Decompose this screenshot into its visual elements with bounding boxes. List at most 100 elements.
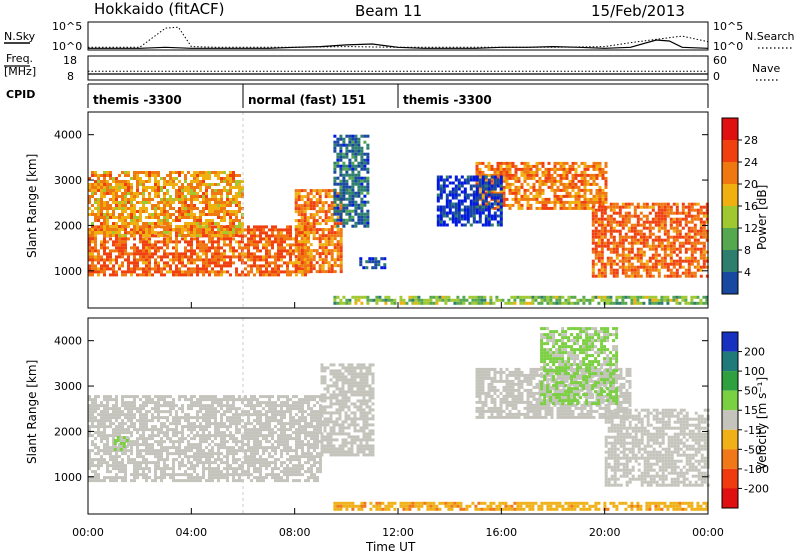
power-cell: [300, 231, 304, 235]
power-cell: [292, 249, 295, 253]
power-cell: [687, 220, 691, 224]
power-cell: [654, 223, 658, 227]
power-cell: [493, 184, 497, 188]
power-cell: [580, 161, 584, 165]
power-cell: [151, 198, 154, 201]
power-cell: [574, 191, 578, 195]
velocity-cell: [145, 410, 148, 414]
velocity-cell: [181, 407, 184, 411]
power-cell: [100, 246, 103, 250]
velocity-cell: [112, 449, 115, 453]
power-cell: [124, 249, 127, 253]
velocity-cell: [181, 464, 184, 468]
power-cell: [457, 193, 461, 197]
power-cell: [187, 240, 190, 244]
power-cell: [318, 252, 322, 256]
power-cell: [699, 247, 703, 251]
velocity-cell: [88, 455, 91, 459]
power-cell: [217, 249, 220, 253]
power-cell: [633, 268, 637, 272]
velocity-cell: [142, 473, 145, 477]
velocity-cell: [211, 422, 214, 426]
power-cell: [133, 264, 136, 268]
power-cell: [630, 241, 634, 245]
velocity-cell: [154, 476, 157, 480]
power-cell: [363, 203, 367, 207]
power-cell: [654, 256, 658, 260]
power-cell: [657, 259, 661, 263]
velocity-cell: [205, 413, 208, 417]
power-cell: [94, 270, 97, 274]
power-cell: [217, 198, 220, 201]
power-cell: [490, 187, 494, 191]
velocity-cell: [133, 470, 136, 474]
power-cell: [145, 264, 148, 268]
velocity-cell: [106, 407, 109, 411]
power-cell: [124, 183, 127, 186]
power-cell: [91, 258, 94, 262]
velocity-cell: [115, 407, 118, 411]
power-cell: [106, 213, 109, 216]
power-cell: [633, 238, 637, 242]
power-cell: [166, 228, 169, 231]
power-cell: [621, 226, 625, 230]
power-cell: [115, 192, 118, 195]
velocity-cell: [154, 425, 157, 429]
power-cell: [94, 258, 97, 262]
power-cell: [577, 200, 581, 204]
power-cell: [130, 207, 133, 210]
power-cell: [283, 228, 286, 232]
velocity-cell: [187, 398, 190, 402]
power-cell: [660, 256, 664, 260]
power-cell: [217, 237, 220, 241]
power-cell: [339, 182, 343, 186]
velocity-cell: [106, 449, 109, 453]
velocity-cell: [163, 425, 166, 429]
power-cell: [624, 274, 628, 278]
power-cell: [271, 225, 274, 229]
power-cell: [142, 249, 145, 253]
power-cell: [321, 237, 325, 241]
velocity-cell: [127, 395, 130, 399]
power-cell: [202, 192, 205, 195]
power-cell: [112, 243, 115, 247]
power-cell: [600, 259, 604, 263]
power-cell: [630, 202, 634, 206]
power-cell: [553, 206, 557, 210]
power-cell: [241, 252, 244, 256]
velocity-cell: [121, 458, 124, 462]
power-cell: [586, 188, 590, 192]
power-cell: [193, 177, 196, 180]
power-cell: [351, 191, 355, 195]
power-cell: [205, 231, 208, 234]
power-cell: [163, 180, 166, 183]
power-cell: [193, 249, 196, 253]
power-cell: [454, 175, 458, 179]
power-cell: [97, 177, 100, 180]
power-cell: [178, 231, 181, 234]
power-cell: [151, 234, 154, 237]
velocity-cell: [91, 407, 94, 411]
power-cell: [648, 274, 652, 278]
power-cell: [597, 220, 601, 224]
power-cell: [586, 167, 590, 171]
noise-tick-high-left: 10^5: [52, 20, 82, 33]
power-cell: [354, 182, 358, 186]
power-cell: [565, 191, 569, 195]
power-cell: [274, 255, 277, 259]
power-cell: [439, 187, 443, 191]
velocity-cell: [172, 470, 175, 474]
power-cell: [574, 173, 578, 177]
power-cell: [360, 191, 364, 195]
power-cell: [232, 171, 235, 174]
power-cell: [333, 167, 337, 171]
power-cell: [139, 234, 142, 238]
velocity-cell: [157, 431, 160, 435]
power-cell: [684, 271, 688, 275]
power-cell: [136, 273, 139, 277]
power-cell: [184, 273, 187, 277]
power-cell: [570, 301, 574, 305]
velocity-cell: [163, 449, 166, 453]
power-cell: [312, 264, 316, 268]
velocity-cell: [112, 446, 115, 450]
